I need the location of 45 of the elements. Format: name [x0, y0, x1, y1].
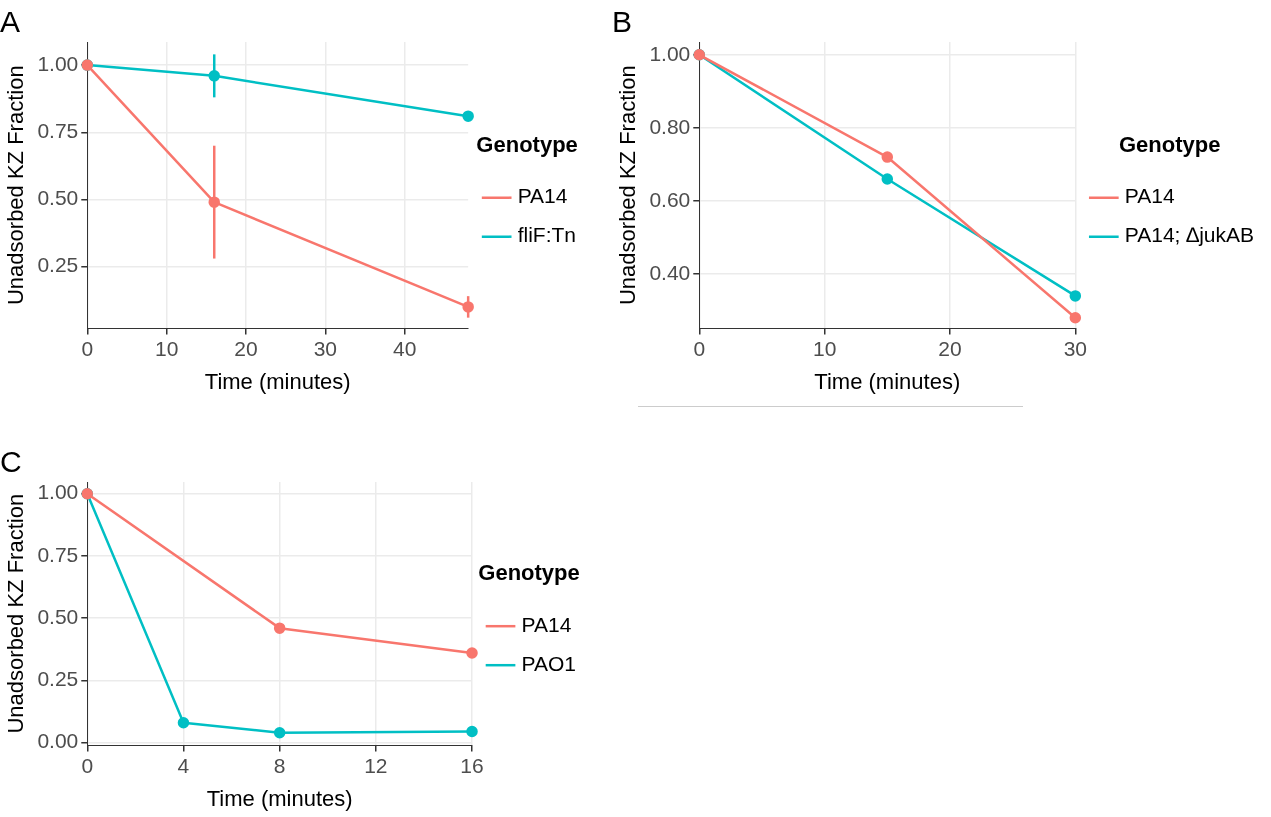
chart-title: A: [0, 5, 21, 39]
legend-label: PA14: [1124, 184, 1175, 208]
y-tick-label: 0.40: [649, 260, 691, 284]
y-axis-title: Unadsorbed KZ Fraction: [3, 65, 29, 306]
x-tick-label: 0: [693, 336, 706, 360]
y-axis-title: Unadsorbed KZ Fraction: [3, 493, 29, 734]
legend-title: Genotype: [476, 131, 578, 157]
y-tick-label: 1.00: [37, 51, 79, 75]
legend-label: PA14: [517, 184, 568, 208]
x-axis-title: Time (minutes): [206, 785, 353, 811]
y-tick-label: 0.25: [37, 667, 79, 691]
y-tick-label: 0.25: [37, 253, 79, 277]
x-tick-label: 0: [81, 753, 94, 777]
x-tick-label: 12: [364, 753, 388, 777]
x-tick-label: 0: [81, 336, 94, 360]
x-tick-label: 10: [154, 336, 179, 360]
chart-title: B: [612, 5, 633, 39]
legend-title: Genotype: [1118, 131, 1221, 157]
y-tick-label: 0.00: [37, 729, 79, 753]
legend-label: fliF:Tn: [517, 223, 577, 247]
x-tick-label: 10: [812, 336, 837, 360]
legend-label: PAO1: [521, 652, 576, 675]
x-axis-title: Time (minutes): [204, 368, 351, 394]
y-tick-label: 1.00: [649, 41, 691, 65]
x-tick-label: 4: [177, 753, 190, 777]
y-tick-label: 0.75: [37, 542, 79, 566]
x-tick-label: 16: [460, 753, 484, 777]
x-axis-title: Time (minutes): [814, 368, 961, 394]
legend-label: PA14: [521, 613, 572, 636]
legend-label: PA14; ∆jukAB: [1124, 223, 1255, 247]
y-tick-label: 0.75: [37, 119, 79, 143]
y-tick-label: 0.60: [649, 187, 691, 211]
x-tick-label: 30: [1063, 336, 1087, 360]
y-tick-label: 0.80: [649, 114, 691, 138]
y-axis-title: Unadsorbed KZ Fraction: [615, 65, 641, 306]
x-tick-label: 40: [393, 336, 417, 360]
x-tick-label: 20: [234, 336, 258, 360]
y-tick-label: 0.50: [37, 186, 79, 210]
x-tick-label: 8: [273, 753, 286, 777]
x-tick-label: 20: [938, 336, 962, 360]
y-tick-label: 1.00: [37, 480, 79, 504]
y-tick-label: 0.50: [37, 604, 79, 628]
legend-title: Genotype: [478, 560, 580, 586]
x-tick-label: 30: [313, 336, 338, 360]
chart-title: C: [0, 445, 22, 479]
